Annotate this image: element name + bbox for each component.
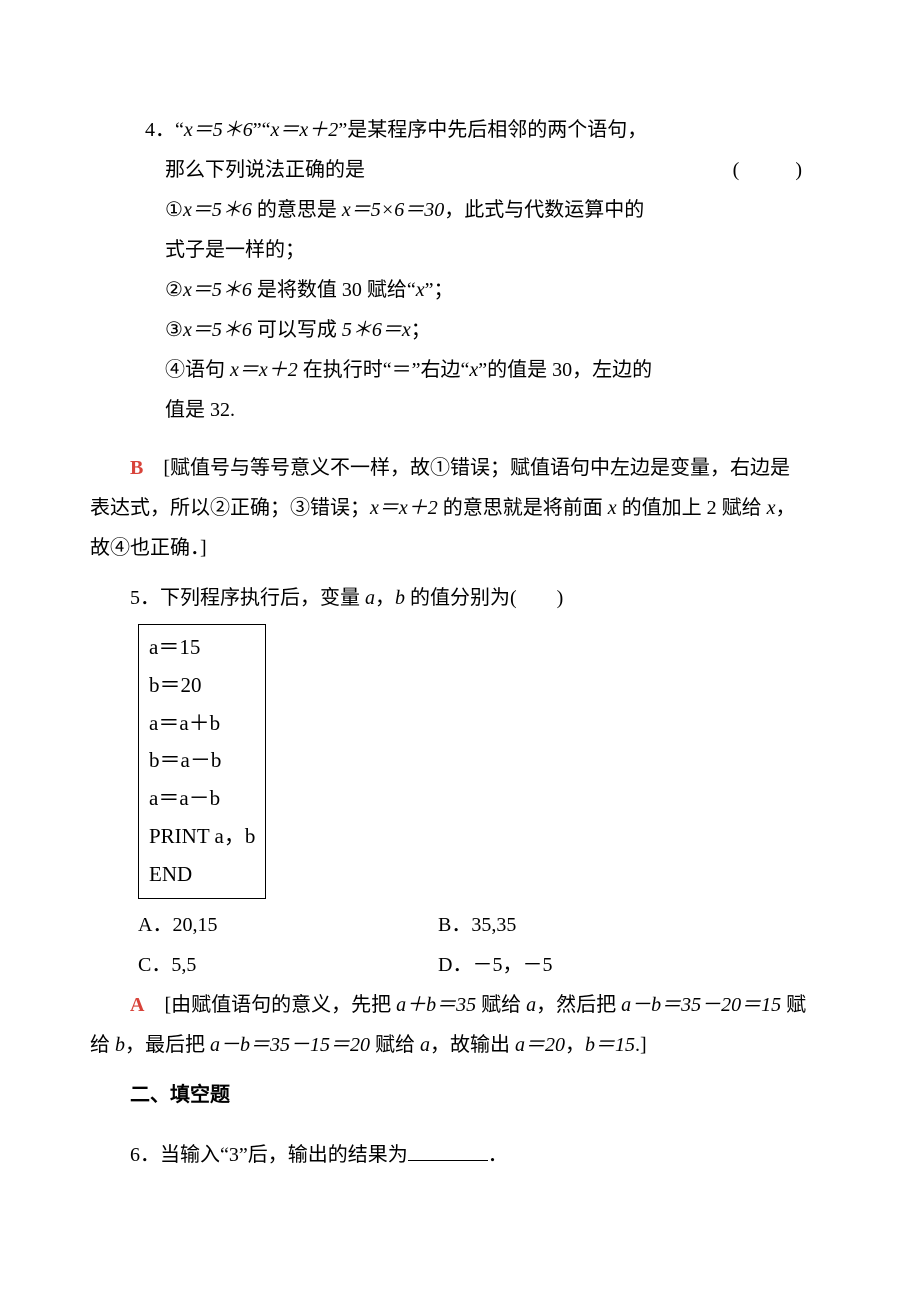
- q5-l2a: 给: [90, 1034, 115, 1056]
- q5-l2d: ，故输出: [430, 1034, 515, 1056]
- prog-line-4: a＝a－b: [149, 780, 255, 818]
- q4-o3-mid: 可以写成: [252, 319, 342, 341]
- q4-stem-text: 4．“x＝5＊6”“x＝x＋2”是某程序中先后相邻的两个语句，: [145, 110, 647, 150]
- q4-o2-post: 是将数值 30 赋给“: [252, 279, 416, 301]
- q5-e5: b＝15: [585, 1034, 635, 1056]
- prog-line-1: b＝20: [149, 667, 255, 705]
- q4-explanation-line2: 表达式，所以②正确；③错误；x＝x＋2 的意思就是将前面 x 的值加上 2 赋给…: [90, 488, 830, 528]
- q4-explanation-line3: 故④也正确．]: [90, 528, 830, 568]
- q5-l2e: ，: [565, 1034, 585, 1056]
- q4-o3-expr2: 5＊6＝x: [342, 319, 411, 341]
- question-5-stem: 5．下列程序执行后，变量 a，b 的值分别为( ): [90, 578, 830, 618]
- q4-o2-tail: ”；: [425, 279, 454, 301]
- q4-number: 4: [145, 119, 155, 141]
- q4-option-1: ①x＝5＊6 的意思是 x＝5×6＝30，此式与代数运算中的: [165, 190, 830, 230]
- q5-expa: [由赋值语句的意义，先把: [144, 994, 396, 1016]
- q6-blank: [408, 1142, 488, 1161]
- q4-exp2b: 的意思就是将前面: [438, 497, 608, 519]
- q4-option-2: ②x＝5＊6 是将数值 30 赋给“x”；: [165, 270, 830, 310]
- q5-opt-c: C．5,5: [138, 954, 196, 976]
- q4-explanation-line1: B [赋值号与等号意义不一样，故①错误；赋值语句中左边是变量，右边是: [90, 448, 830, 488]
- q4-exp2c: 的值加上 2 赋给: [617, 497, 767, 519]
- q5-l2f: .]: [635, 1034, 647, 1056]
- q5-var-b: b: [395, 587, 405, 609]
- q4-expr1: x＝5＊6: [184, 119, 253, 141]
- q5-opt-d: D．－5，－5: [438, 954, 552, 976]
- q5-stem-a: 5．下列程序执行后，变量: [130, 587, 365, 609]
- program-box: a＝15 b＝20 a＝a＋b b＝a－b a＝a－b PRINT a，b EN…: [138, 624, 266, 899]
- q5-answer-letter: A: [130, 994, 144, 1016]
- q4-line2-text: 那么下列说法正确的是: [165, 150, 365, 190]
- q4-exp2d: ，: [776, 497, 796, 519]
- q4-o2-expr: x＝5＊6: [183, 279, 252, 301]
- q4-o1-expr2: x＝5×6＝30: [342, 199, 444, 221]
- q6-text: 6．当输入“3”后，输出的结果为: [130, 1144, 408, 1166]
- question-6-stem: 6．当输入“3”后，输出的结果为 ．: [90, 1135, 830, 1175]
- q4-option-4: ④语句 x＝x＋2 在执行时“＝”右边“x”的值是 30，左边的: [165, 350, 830, 390]
- q5-ea2: a: [420, 1034, 430, 1056]
- q4-stem-c: ”是某程序中先后相邻的两个语句，: [338, 119, 647, 141]
- prog-line-2: a＝a＋b: [149, 705, 255, 743]
- q4-o4-mid: 在执行时“＝”右边“: [298, 359, 470, 381]
- q5-stem-b: 的值分别为( ): [405, 587, 563, 609]
- q4-answer-letter: B: [130, 457, 143, 479]
- q5-l2c: 赋给: [370, 1034, 420, 1056]
- section-2-heading: 二、填空题: [90, 1075, 830, 1115]
- q5-opt-a: A．20,15: [138, 914, 217, 936]
- q5-explanation-line2: 给 b，最后把 a－b＝35－15＝20 赋给 a，故输出 a＝20，b＝15.…: [90, 1025, 830, 1065]
- q4-exp2a: 表达式，所以②正确；③错误；: [90, 497, 370, 519]
- q4-o3-tail: ；: [411, 319, 431, 341]
- q4-exp2x: x: [608, 497, 617, 519]
- q4-exp1: [赋值号与等号意义不一样，故①错误；赋值语句中左边是变量，右边是: [143, 457, 790, 479]
- q4-option-3: ③x＝5＊6 可以写成 5＊6＝x；: [165, 310, 830, 350]
- q5-expc: ，然后把: [536, 994, 621, 1016]
- q5-options-row2: C．5,5 D．－5，－5: [138, 945, 830, 985]
- q4-o1-mid: 的意思是: [252, 199, 342, 221]
- q5-e3: a－b＝35－15＝20: [210, 1034, 370, 1056]
- q5-options: A．20,15 B．35,35 C．5,5 D．－5，－5: [138, 905, 830, 985]
- prog-line-6: END: [149, 856, 255, 894]
- q5-comma: ，: [375, 587, 395, 609]
- q5-opt-b: B．35,35: [438, 914, 516, 936]
- q4-o1-expr1: x＝5＊6: [183, 199, 252, 221]
- q4-stem-b: ”“: [253, 119, 271, 141]
- q4-option-4b: 值是 32.: [165, 390, 830, 430]
- q4-option-1b: 式子是一样的；: [165, 230, 830, 270]
- q4-exp2expr: x＝x＋2: [370, 497, 438, 519]
- q4-o4-post: ”的值是 30，左边的: [478, 359, 652, 381]
- q5-var-a: a: [365, 587, 375, 609]
- q4-expr2: x＝x＋2: [271, 119, 339, 141]
- prog-line-0: a＝15: [149, 629, 255, 667]
- q4-o1-num: ①: [165, 199, 183, 221]
- q5-e4: a＝20: [515, 1034, 565, 1056]
- q4-stem-line1: 4．“x＝5＊6”“x＝x＋2”是某程序中先后相邻的两个语句，: [145, 110, 830, 150]
- q6-tail: ．: [488, 1144, 508, 1166]
- q4-o2-x: x: [416, 279, 425, 301]
- prog-line-5: PRINT a，b: [149, 818, 255, 856]
- q4-stem-a: ．“: [155, 119, 184, 141]
- q5-ea: a: [526, 994, 536, 1016]
- q4-blank-brackets: ( ): [733, 150, 820, 190]
- q4-o2-num: ②: [165, 279, 183, 301]
- q4-o3-expr1: x＝5＊6: [183, 319, 252, 341]
- q4-o4-x: x: [469, 359, 478, 381]
- q5-eb: b: [115, 1034, 125, 1056]
- question-4: 4．“x＝5＊6”“x＝x＋2”是某程序中先后相邻的两个语句， 那么下列说法正确…: [145, 110, 830, 430]
- q5-l2b: ，最后把: [125, 1034, 210, 1056]
- q5-explanation-line1: A [由赋值语句的意义，先把 a＋b＝35 赋给 a，然后把 a－b＝35－20…: [90, 985, 830, 1025]
- prog-line-3: b＝a－b: [149, 742, 255, 780]
- q5-expb: 赋给: [476, 994, 526, 1016]
- q4-stem-line2: 那么下列说法正确的是 ( ): [145, 150, 830, 190]
- q4-o1-post: ，此式与代数运算中的: [444, 199, 644, 221]
- q4-o4-expr: x＝x＋2: [230, 359, 298, 381]
- q5-e2: a－b＝35－20＝15: [621, 994, 781, 1016]
- q4-o4-pre: ④语句: [165, 359, 230, 381]
- q4-exp2x2: x: [767, 497, 776, 519]
- q5-expd: 赋: [781, 994, 806, 1016]
- q5-options-row1: A．20,15 B．35,35: [138, 905, 830, 945]
- q5-e1: a＋b＝35: [396, 994, 476, 1016]
- q4-o3-num: ③: [165, 319, 183, 341]
